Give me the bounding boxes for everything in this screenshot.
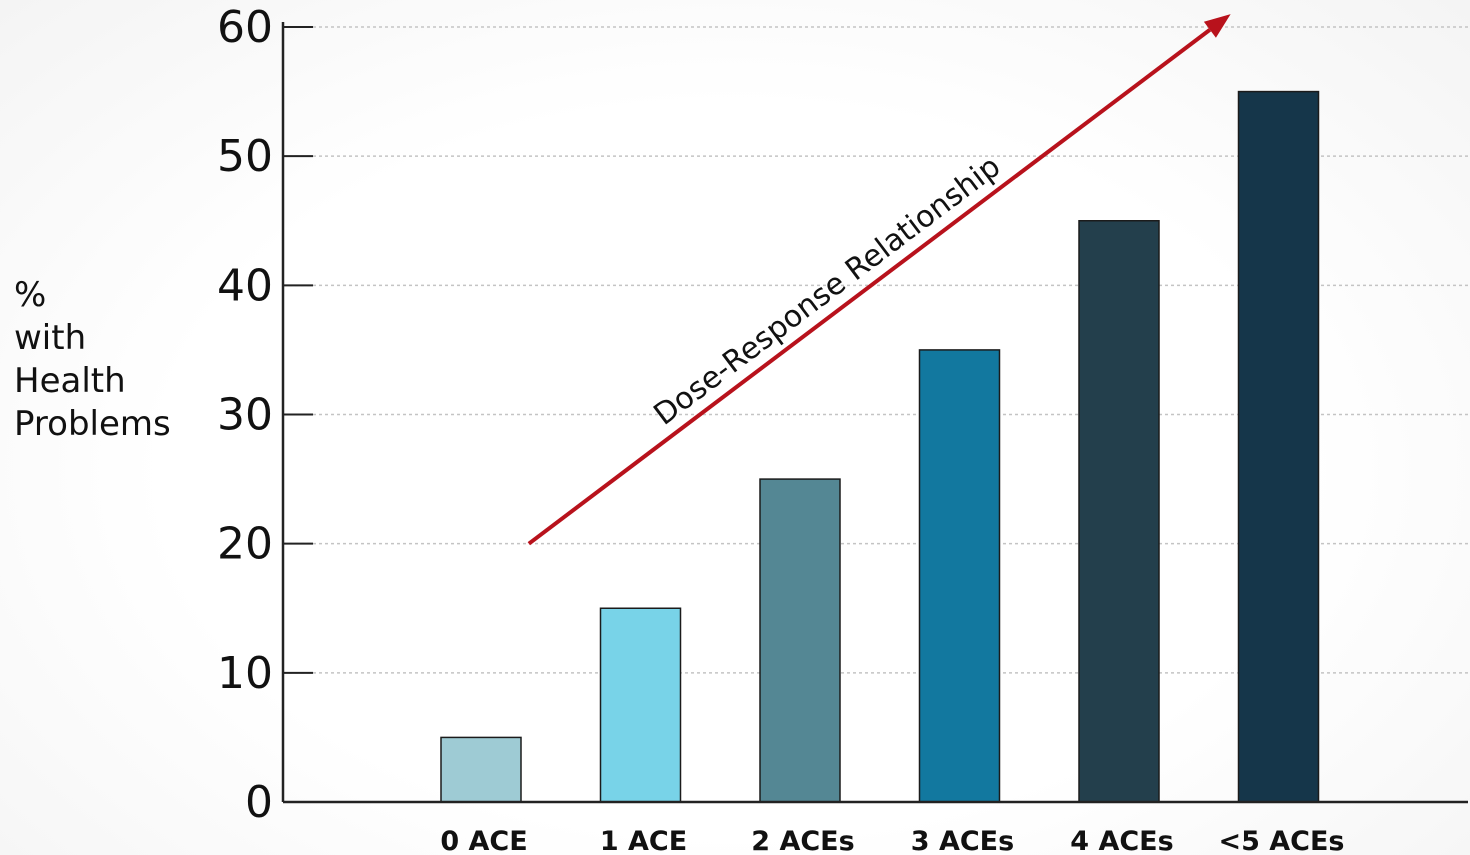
x-tick-label: 2 ACEs (751, 826, 854, 855)
annotation-arrow-head (1203, 14, 1231, 38)
y-tick-label: 50 (217, 131, 273, 182)
y-tick-label: 20 (217, 519, 273, 570)
y-axis-label-line: Health (14, 361, 126, 401)
y-tick-labels: 0 10 20 30 40 50 60 (217, 2, 273, 828)
x-tick-label: 0 ACE (440, 826, 527, 855)
y-tick-label: 0 (245, 777, 273, 828)
y-tick-label: 10 (217, 648, 273, 699)
annotation-arrow-line (527, 28, 1212, 546)
bar (1237, 90, 1320, 803)
x-tick-label: <5 ACEs (1218, 826, 1344, 855)
bar (759, 478, 841, 803)
y-axis-label: % with Health Problems (14, 274, 214, 446)
bar (918, 349, 1001, 803)
bar (440, 736, 522, 803)
y-tick-label: 30 (217, 390, 273, 441)
y-axis-label-line: with (14, 318, 87, 358)
axes (281, 22, 1468, 804)
x-tick-label: 4 ACEs (1070, 826, 1173, 855)
x-tick-label: 1 ACE (600, 826, 687, 855)
x-tick-labels: 0 ACE 1 ACE 2 ACEs 3 ACEs 4 ACEs <5 ACEs (440, 826, 1344, 855)
bar (599, 607, 682, 803)
y-axis-label-line: Problems (14, 404, 171, 444)
y-tick-label: 60 (217, 2, 273, 53)
y-tick-label: 40 (217, 260, 273, 311)
bar (1078, 220, 1160, 803)
y-axis-label-line: % (14, 275, 47, 315)
bars (440, 90, 1320, 803)
x-tick-label: 3 ACEs (911, 826, 1014, 855)
